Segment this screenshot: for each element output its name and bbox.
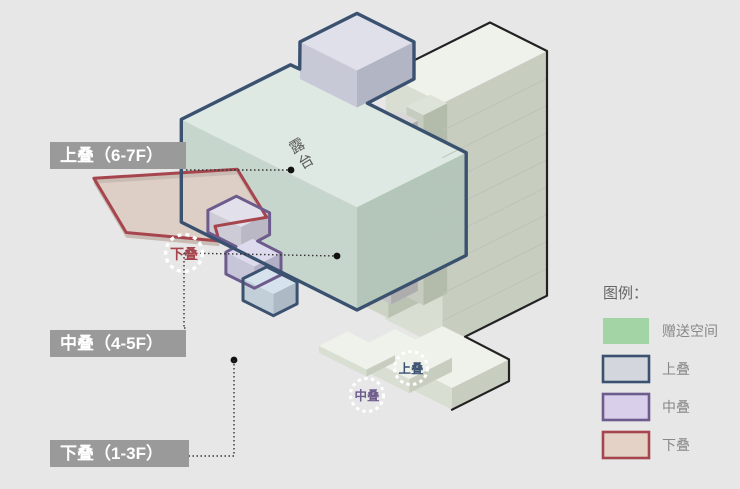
svg-text:赠送空间: 赠送空间 xyxy=(662,323,718,339)
svg-text:上叠（6-7F）: 上叠（6-7F） xyxy=(60,145,163,165)
svg-text:下叠: 下叠 xyxy=(170,246,198,262)
svg-text:下叠: 下叠 xyxy=(662,437,690,453)
svg-text:图例：: 图例： xyxy=(603,285,648,302)
svg-text:中叠（4-5F）: 中叠（4-5F） xyxy=(60,333,163,353)
svg-text:中叠: 中叠 xyxy=(354,388,380,403)
svg-text:下叠（1-3F）: 下叠（1-3F） xyxy=(60,443,163,463)
svg-text:上叠: 上叠 xyxy=(398,361,424,376)
svg-text:中叠: 中叠 xyxy=(662,399,690,415)
svg-text:上叠: 上叠 xyxy=(662,361,690,377)
